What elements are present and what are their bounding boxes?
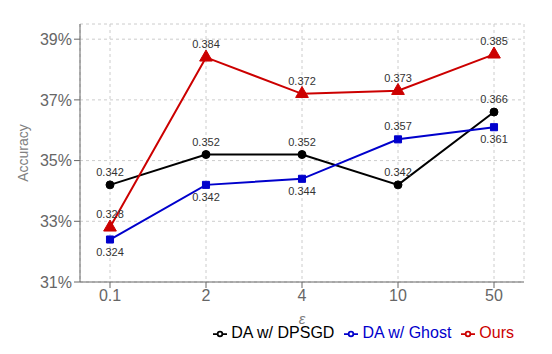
svg-text:0.324: 0.324 <box>96 246 124 258</box>
svg-text:0.342: 0.342 <box>192 191 220 203</box>
svg-text:ε: ε <box>299 310 306 327</box>
svg-text:35%: 35% <box>40 152 72 169</box>
html-text:DA w/ DPSGD: DA w/ DPSGD <box>231 324 335 341</box>
svg-text:33%: 33% <box>40 213 72 230</box>
svg-text:4: 4 <box>298 287 307 304</box>
svg-text:0.328: 0.328 <box>96 208 124 220</box>
html-text:DA w/ Ghost: DA w/ Ghost <box>362 324 452 341</box>
html-text:Ours: Ours <box>479 324 514 341</box>
svg-text:0.352: 0.352 <box>192 136 220 148</box>
svg-text:0.1: 0.1 <box>99 287 121 304</box>
svg-text:31%: 31% <box>40 274 72 291</box>
svg-text:0.361: 0.361 <box>480 133 508 145</box>
svg-text:0.373: 0.373 <box>384 72 412 84</box>
svg-text:0.366: 0.366 <box>480 93 508 105</box>
svg-text:0.385: 0.385 <box>480 35 508 47</box>
svg-text:Accuracy: Accuracy <box>15 124 31 182</box>
svg-text:0.352: 0.352 <box>288 136 316 148</box>
svg-text:50: 50 <box>485 287 503 304</box>
svg-text:0.342: 0.342 <box>96 166 124 178</box>
svg-text:37%: 37% <box>40 92 72 109</box>
svg-text:0.344: 0.344 <box>288 185 316 197</box>
svg-text:0.342: 0.342 <box>384 166 412 178</box>
svg-text:39%: 39% <box>40 31 72 48</box>
svg-text:2: 2 <box>202 287 211 304</box>
svg-text:0.357: 0.357 <box>384 120 412 132</box>
svg-text:10: 10 <box>389 287 407 304</box>
svg-text:0.384: 0.384 <box>192 38 220 50</box>
svg-text:0.372: 0.372 <box>288 75 316 87</box>
